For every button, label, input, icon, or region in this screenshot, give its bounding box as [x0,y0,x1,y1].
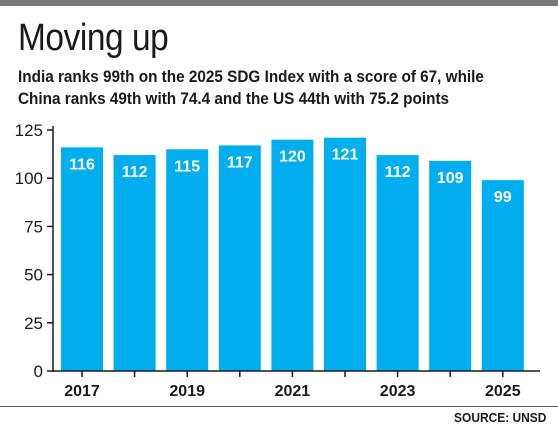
bar-value-label: 120 [279,149,306,166]
bar-value-label: 99 [494,189,512,206]
bar [61,147,103,371]
bar-value-label: 112 [385,164,411,181]
subtitle-line-2: China ranks 49th with 74.4 and the US 44… [18,89,450,108]
top-rule [0,0,558,6]
x-tick-label: 2017 [64,383,100,400]
bar [218,145,261,371]
bar [481,180,524,371]
bar [113,155,156,371]
y-tick-label: 0 [34,362,43,381]
subtitle-line-1: India ranks 99th on the 2025 SDG Index w… [18,67,484,86]
y-tick-label: 125 [15,121,43,140]
bar [324,137,366,371]
bar-value-label: 117 [227,154,253,171]
bar-value-label: 115 [174,158,200,175]
bar-value-label: 116 [69,156,95,173]
bar [429,160,472,371]
bar-value-label: 112 [122,164,148,181]
bar [166,149,209,371]
y-tick-label: 100 [15,169,43,188]
bar [376,155,419,371]
y-tick-label: 50 [24,266,43,285]
bar [271,139,314,371]
y-tick-label: 25 [24,314,43,333]
chart-subtitle: India ranks 99th on the 2025 SDG Index w… [18,66,522,110]
chart-title: Moving up [18,17,169,59]
x-tick-label: 2023 [380,383,416,400]
x-tick-label: 2019 [169,383,205,400]
bar-value-label: 109 [437,170,464,187]
bar-value-label: 121 [332,147,359,164]
bar-chart: 0 25 50 75 100 125 116 112 115 117 120 121 112 109 99 2… [15,121,540,400]
x-tick-label: 2021 [275,383,311,400]
source-note: SOURCE: UNSD [453,410,546,425]
bottom-rule [0,406,558,407]
x-tick-label: 2025 [485,383,521,400]
y-tick-label: 75 [24,217,43,236]
